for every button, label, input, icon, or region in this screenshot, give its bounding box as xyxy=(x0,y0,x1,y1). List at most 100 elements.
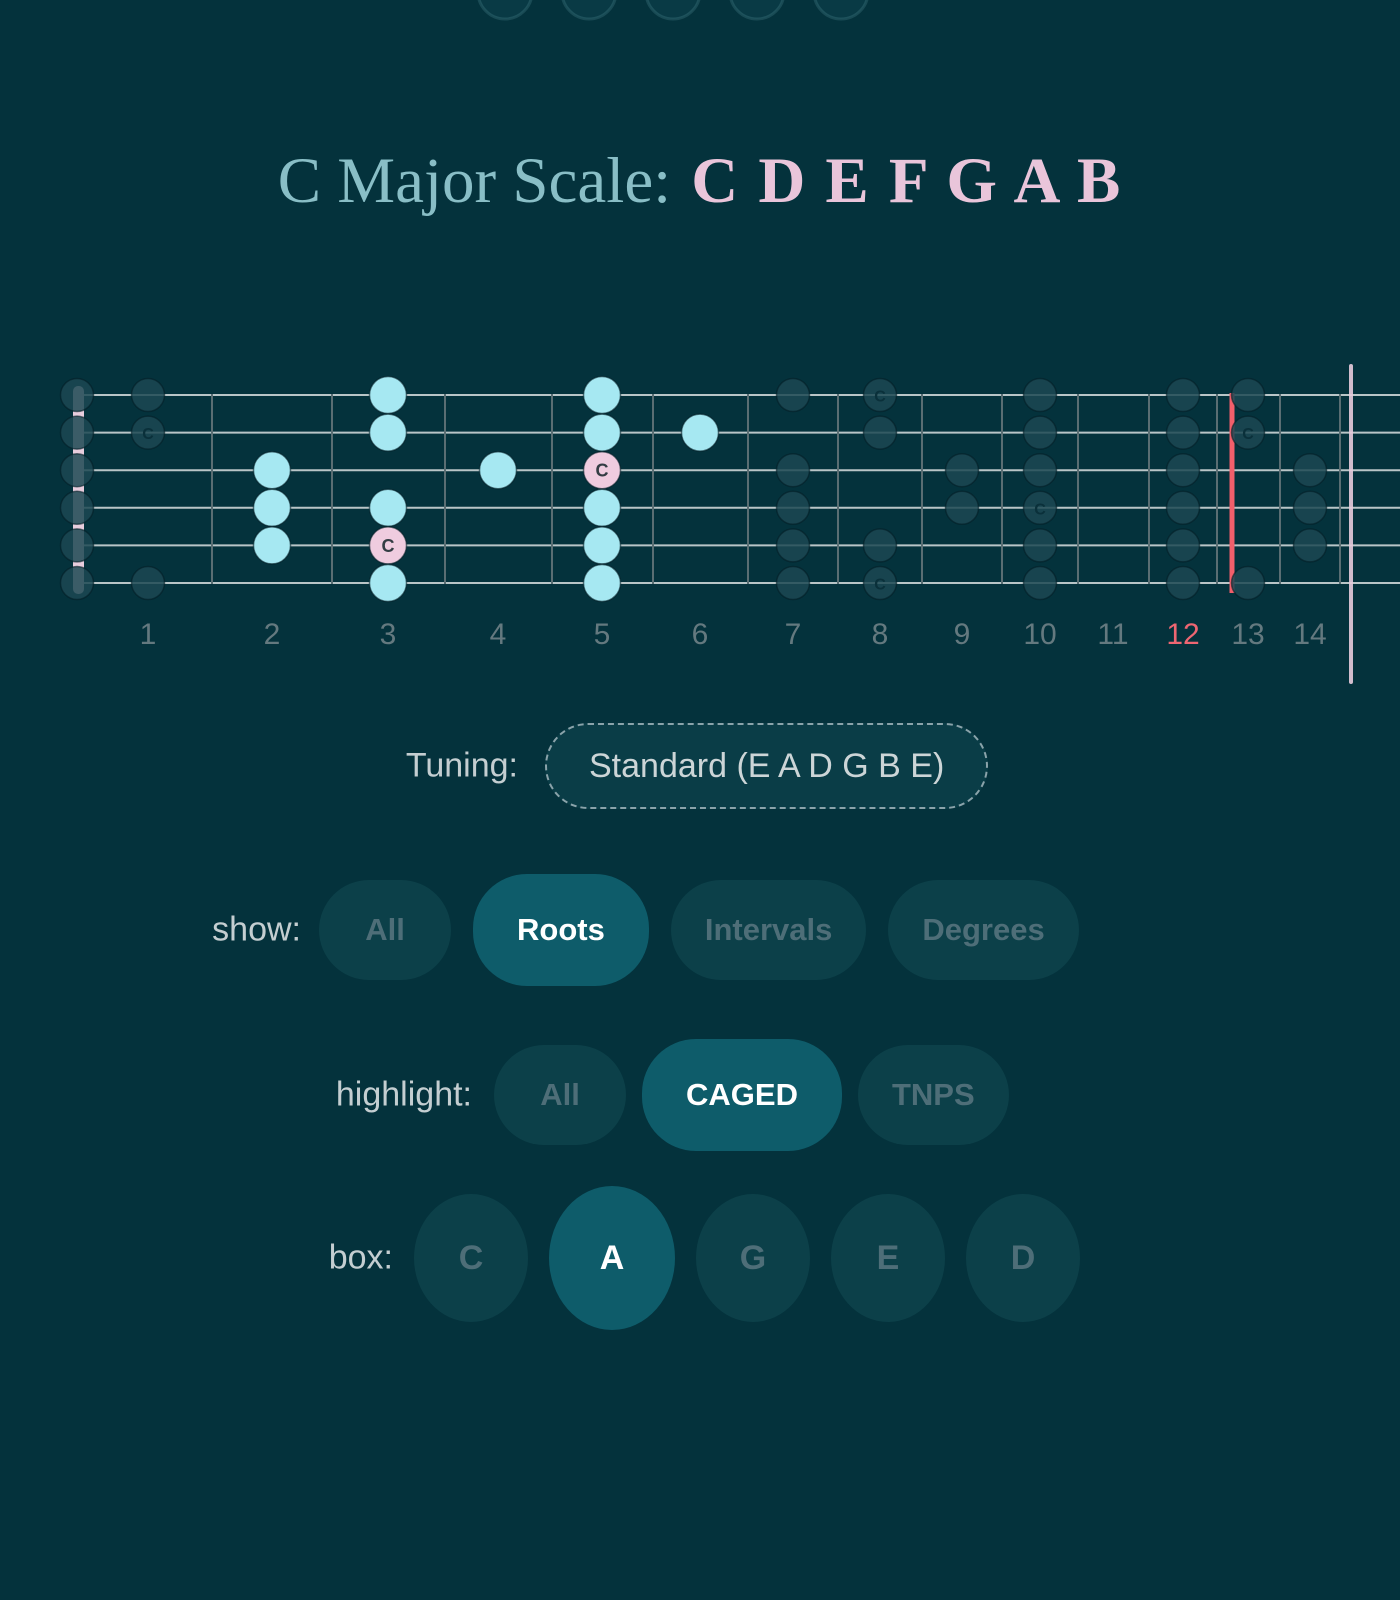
faded-note-dot xyxy=(1165,565,1201,601)
box-option-d[interactable]: D xyxy=(966,1194,1080,1322)
scale-note-dot xyxy=(582,375,622,415)
faded-note-dot xyxy=(1292,452,1328,488)
show-options: All Roots Intervals Degrees xyxy=(319,874,1079,986)
faded-note-dot xyxy=(775,452,811,488)
box-option-e[interactable]: E xyxy=(831,1194,945,1322)
faded-note-dot xyxy=(1230,377,1266,413)
faded-note-dot xyxy=(1230,565,1266,601)
faded-note-dot xyxy=(59,415,95,450)
fret-number-2: 2 xyxy=(264,618,281,651)
root-note-label: C xyxy=(874,577,886,594)
scale-note-dot xyxy=(368,563,408,603)
faded-note-dot xyxy=(1165,490,1201,526)
fret-number-4: 4 xyxy=(490,618,507,651)
root-note-label: C xyxy=(382,536,395,556)
scale-note-dot xyxy=(582,563,622,603)
faded-note-dot xyxy=(1292,528,1328,563)
fret-number-13: 13 xyxy=(1231,618,1264,651)
faded-root-note-dot xyxy=(1022,490,1058,526)
faded-note-dot xyxy=(775,565,811,601)
faded-note-dot xyxy=(1022,565,1058,601)
scale-note-dot xyxy=(680,413,720,452)
faded-root-note-dot xyxy=(862,565,898,601)
root-note-label: C xyxy=(596,461,609,481)
box-option-c[interactable]: C xyxy=(414,1194,528,1322)
scale-note-dot xyxy=(252,526,292,565)
show-label: show: xyxy=(212,910,301,949)
faded-note-dot xyxy=(59,528,95,563)
box-option-g[interactable]: G xyxy=(696,1194,810,1322)
fret-number-7: 7 xyxy=(785,618,802,651)
tuning-row: Tuning: Standard (E A D G B E) xyxy=(0,723,1400,809)
scale-note-dot xyxy=(582,413,622,452)
fret-number-11: 11 xyxy=(1097,618,1128,651)
faded-note-dot xyxy=(59,377,95,413)
faded-note-dot xyxy=(775,377,811,413)
box-label: box: xyxy=(328,1238,393,1277)
faded-note-dot xyxy=(59,490,95,526)
show-option-all[interactable]: All xyxy=(319,880,451,980)
root-note-label: C xyxy=(1034,501,1046,518)
tuning-value: Standard (E A D G B E) xyxy=(589,746,945,785)
tuning-label: Tuning: xyxy=(405,746,518,785)
scale-note-dot xyxy=(252,488,292,528)
faded-note-dot xyxy=(130,565,166,601)
highlight-option-caged[interactable]: CAGED xyxy=(642,1039,842,1151)
clipped-button-1 xyxy=(477,0,533,21)
faded-note-dot xyxy=(130,377,166,413)
show-option-intervals[interactable]: Intervals xyxy=(670,880,867,980)
fret-number-8: 8 xyxy=(872,618,889,651)
highlight-option-all[interactable]: All xyxy=(494,1045,626,1145)
clipped-button-3 xyxy=(645,0,701,21)
root-note-label: C xyxy=(874,389,886,406)
fret-number-1: 1 xyxy=(140,618,157,651)
fret-number-3: 3 xyxy=(380,618,397,651)
scale-note-dot xyxy=(368,413,408,452)
faded-note-dot xyxy=(1022,377,1058,413)
faded-note-dot xyxy=(944,490,980,526)
root-note-label: C xyxy=(1242,426,1254,443)
faded-note-dot xyxy=(1165,528,1201,563)
faded-note-dot xyxy=(1165,415,1201,450)
fret-number-14: 14 xyxy=(1293,618,1326,651)
scale-note-dot xyxy=(582,488,622,528)
faded-note-dot xyxy=(1165,452,1201,488)
box-option-a[interactable]: A xyxy=(549,1186,675,1330)
faded-root-note-dot xyxy=(1230,415,1266,450)
faded-note-dot xyxy=(1022,528,1058,563)
scale-note-dot xyxy=(368,488,408,528)
fret-number-12: 12 xyxy=(1166,618,1199,651)
tuning-selector[interactable]: Standard (E A D G B E) xyxy=(545,723,989,809)
fret-number-5: 5 xyxy=(594,618,611,651)
fret-number-10: 10 xyxy=(1023,618,1056,651)
highlight-label: highlight: xyxy=(335,1075,472,1114)
faded-note-dot xyxy=(1292,490,1328,526)
show-option-roots[interactable]: Roots xyxy=(473,874,649,986)
scale-name-text: C Major Scale: xyxy=(277,145,672,217)
show-option-degrees[interactable]: Degrees xyxy=(888,880,1079,980)
clipped-button-5 xyxy=(813,0,869,21)
page-title: C Major Scale: C D E F G A B xyxy=(0,145,1400,218)
scale-note-dot xyxy=(252,450,292,490)
scale-note-dot xyxy=(368,375,408,415)
root-note-label: C xyxy=(142,426,154,443)
faded-note-dot xyxy=(944,452,980,488)
fret-number-6: 6 xyxy=(692,618,709,651)
scale-note-dot xyxy=(582,526,622,565)
highlight-options: All CAGED TNPS xyxy=(494,1039,1009,1151)
faded-note-dot xyxy=(59,565,95,601)
show-row: show: All Roots Intervals Degrees xyxy=(0,858,1400,1002)
fret-number-9: 9 xyxy=(954,618,971,651)
highlight-row: highlight: All CAGED TNPS xyxy=(0,1023,1400,1167)
highlight-option-tnps[interactable]: TNPS xyxy=(857,1045,1009,1145)
scale-notes-text: C D E F G A B xyxy=(691,145,1123,217)
faded-note-dot xyxy=(775,490,811,526)
faded-root-note-dot xyxy=(130,415,166,450)
faded-note-dot xyxy=(59,452,95,488)
faded-root-note-dot xyxy=(862,377,898,413)
faded-note-dot xyxy=(775,528,811,563)
faded-note-dot xyxy=(1165,377,1201,413)
